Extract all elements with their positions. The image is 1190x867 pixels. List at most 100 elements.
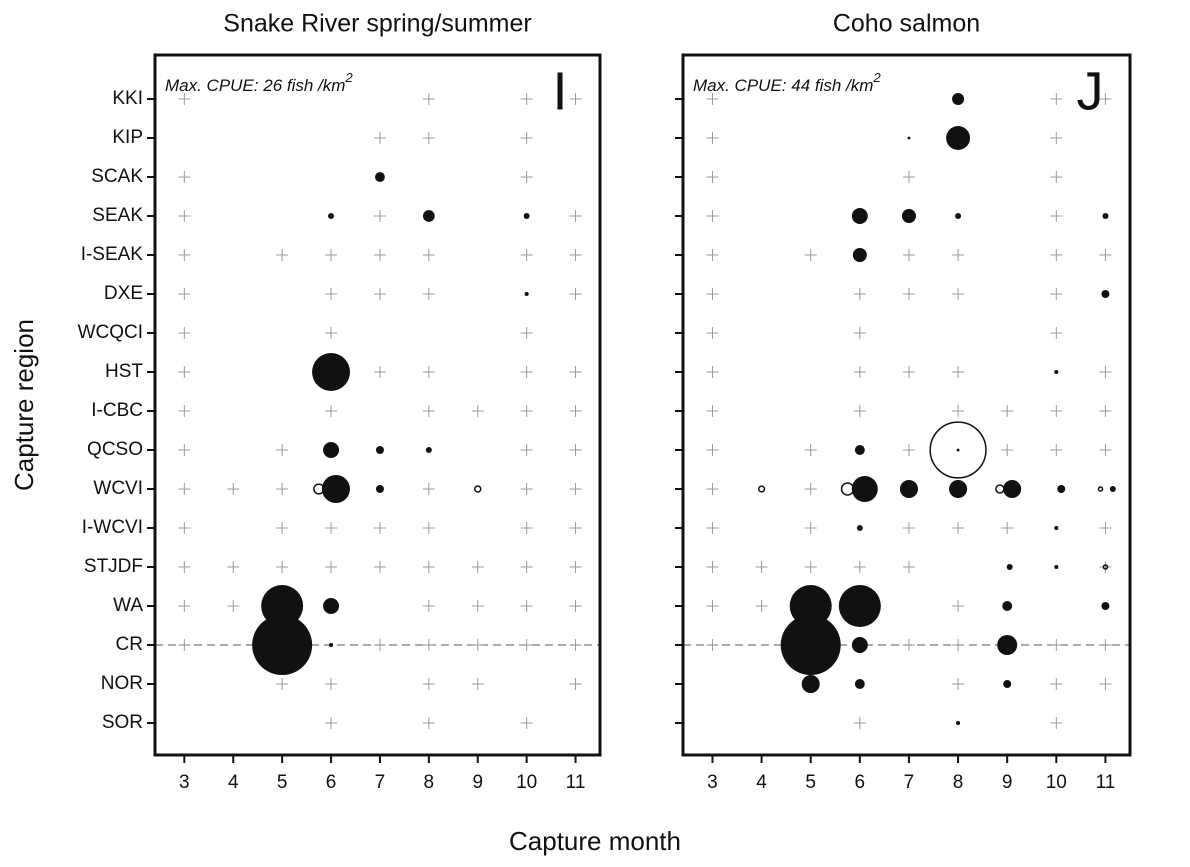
bubble	[1002, 601, 1013, 611]
y-tick-label: KIP	[112, 127, 143, 148]
zero-catch-cross	[1050, 639, 1063, 651]
zero-catch-cross	[1050, 210, 1063, 222]
y-tick-label: STJDF	[84, 556, 143, 577]
zero-catch-cross	[276, 522, 289, 534]
bubble	[323, 597, 340, 615]
y-tick-label: WA	[113, 595, 143, 616]
bubble	[956, 720, 961, 726]
x-tick-label: 9	[1002, 772, 1013, 793]
zero-catch-cross	[1050, 444, 1063, 456]
zero-catch-cross	[325, 405, 338, 417]
zero-catch-cross	[569, 678, 582, 690]
zero-catch-cross	[373, 132, 386, 144]
y-tick-label: KKI	[112, 88, 143, 109]
zero-catch-cross	[422, 717, 435, 729]
zero-catch-cross	[373, 288, 386, 300]
zero-catch-cross	[178, 483, 191, 495]
zero-catch-cross	[373, 249, 386, 261]
zero-catch-cross	[325, 561, 338, 573]
zero-catch-cross	[422, 561, 435, 573]
zero-catch-cross	[853, 405, 866, 417]
panel-label: J	[1077, 61, 1104, 121]
y-tick-label: DXE	[104, 283, 143, 304]
bubble	[252, 615, 313, 675]
zero-catch-cross	[178, 210, 191, 222]
annotation: Max. CPUE: 26 fish /km2	[165, 70, 353, 95]
zero-catch-cross	[706, 171, 719, 183]
y-tick-label: HST	[105, 361, 143, 382]
zero-catch-cross	[1050, 249, 1063, 261]
zero-catch-cross	[1099, 444, 1112, 456]
annotation-text: Max. CPUE: 44 fish /km	[693, 76, 873, 95]
y-tick-label: I-CBC	[91, 400, 143, 421]
zero-catch-cross	[804, 444, 817, 456]
zero-catch-cross	[276, 249, 289, 261]
zero-catch-cross	[569, 444, 582, 456]
zero-catch-cross	[706, 93, 719, 105]
zero-catch-cross	[178, 561, 191, 573]
x-tick-label: 3	[707, 772, 718, 793]
x-tick-label: 3	[179, 772, 190, 793]
bubble	[1006, 564, 1013, 570]
x-axis-label: Capture month	[509, 826, 681, 856]
bubble	[1054, 525, 1059, 531]
zero-catch-cross	[1099, 366, 1112, 378]
panel-frame	[681, 53, 1132, 757]
zero-catch-cross	[422, 639, 435, 651]
bubble	[851, 208, 868, 224]
bubble	[1109, 486, 1116, 492]
zero-catch-cross	[373, 210, 386, 222]
zero-catch-cross	[902, 639, 915, 651]
y-tick-label: QCSO	[87, 439, 143, 460]
y-tick-label: SEAK	[92, 205, 143, 226]
x-tick-label: 11	[1096, 772, 1116, 793]
zero-catch-cross	[1050, 132, 1063, 144]
zero-catch-cross	[1050, 93, 1063, 105]
zero-catch-cross	[471, 678, 484, 690]
y-tick-label: NOR	[101, 673, 143, 694]
zero-catch-cross	[422, 288, 435, 300]
zero-catch-cross	[276, 444, 289, 456]
bubble	[425, 447, 432, 453]
zero-catch-cross	[853, 366, 866, 378]
x-tick-label: 8	[424, 772, 435, 793]
bubble	[1101, 602, 1110, 610]
zero-catch-cross	[178, 327, 191, 339]
open-bubble	[473, 485, 482, 493]
zero-catch-cross	[569, 561, 582, 573]
bubble	[328, 213, 335, 219]
zero-catch-cross	[902, 522, 915, 534]
zero-catch-cross	[178, 522, 191, 534]
bubble	[955, 213, 962, 219]
y-tick-label: SCAK	[91, 166, 143, 187]
bubble	[523, 213, 530, 219]
zero-catch-cross	[952, 678, 965, 690]
zero-catch-cross	[804, 522, 817, 534]
zero-catch-cross	[471, 600, 484, 612]
zero-catch-cross	[422, 483, 435, 495]
zero-catch-cross	[706, 132, 719, 144]
zero-catch-cross	[1050, 405, 1063, 417]
zero-catch-cross	[520, 717, 533, 729]
zero-catch-cross	[373, 561, 386, 573]
zero-catch-cross	[520, 639, 533, 651]
bubble	[856, 525, 863, 531]
zero-catch-cross	[952, 288, 965, 300]
zero-catch-cross	[902, 249, 915, 261]
zero-catch-cross	[1099, 561, 1112, 573]
zero-catch-cross	[569, 639, 582, 651]
panel-frame	[153, 53, 602, 757]
zero-catch-cross	[471, 639, 484, 651]
bubble	[801, 674, 820, 694]
zero-catch-cross	[178, 405, 191, 417]
zero-catch-cross	[853, 288, 866, 300]
zero-catch-cross	[569, 600, 582, 612]
zero-catch-cross	[706, 366, 719, 378]
zero-catch-cross	[1001, 522, 1014, 534]
bubble	[321, 474, 350, 504]
zero-catch-cross	[706, 483, 719, 495]
zero-catch-cross	[1050, 327, 1063, 339]
zero-catch-cross	[422, 249, 435, 261]
zero-catch-cross	[706, 600, 719, 612]
zero-catch-cross	[569, 210, 582, 222]
